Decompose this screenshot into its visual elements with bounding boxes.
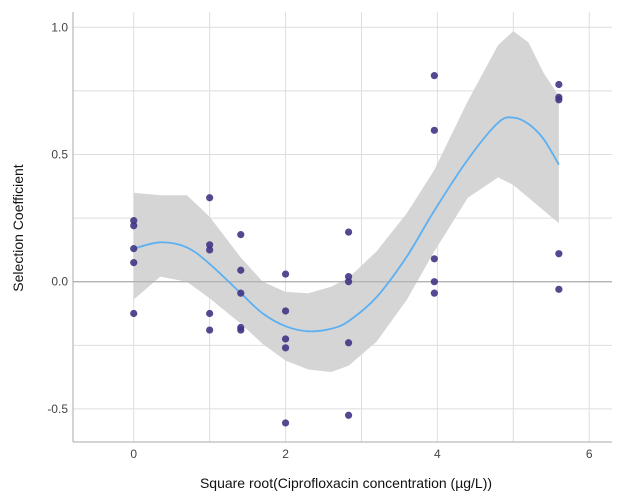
data-point [344, 339, 353, 347]
data-point [237, 326, 245, 334]
data-point [344, 411, 353, 419]
axes [72, 12, 612, 443]
data-point [555, 96, 563, 104]
data-point [206, 309, 214, 318]
y-tick-label: 1.0 [51, 20, 68, 34]
data-point [237, 289, 245, 297]
data-point [344, 273, 353, 281]
data-point [130, 217, 138, 225]
data-point [206, 326, 214, 334]
y-tick-label: -0.5 [47, 402, 68, 416]
x-axis-label: Square root(Ciprofloxacin concentration … [200, 475, 492, 491]
data-point [555, 250, 563, 258]
data-points [130, 72, 563, 427]
data-point [281, 270, 290, 278]
x-tick-label: 6 [586, 447, 593, 461]
y-axis-label: Selection Coefficient [10, 164, 26, 291]
data-point [281, 335, 290, 343]
data-point [206, 246, 214, 254]
data-point [281, 307, 290, 315]
trend-line [133, 116, 560, 333]
data-point [344, 228, 353, 236]
tick-labels: 0 2 4 6 -0.5 0.0 0.5 1.0 [47, 20, 593, 461]
data-point [206, 241, 214, 249]
data-point [130, 309, 138, 318]
data-point [555, 80, 563, 89]
data-point [237, 231, 245, 239]
data-point [430, 72, 438, 80]
data-point [206, 194, 214, 202]
data-point [344, 278, 353, 286]
data-point [430, 255, 438, 263]
data-point [281, 344, 290, 352]
data-point [130, 245, 138, 253]
x-tick-label: 4 [434, 447, 441, 461]
data-point [430, 126, 438, 134]
data-point [237, 266, 245, 274]
y-tick-label: 0.0 [51, 275, 68, 289]
data-point [130, 222, 138, 230]
confidence-band [133, 31, 559, 372]
confidence-band-group [133, 31, 559, 372]
x-tick-label: 2 [282, 447, 289, 461]
data-point [281, 419, 290, 427]
data-point [430, 289, 438, 297]
data-point [555, 285, 563, 293]
trend-line-group [133, 116, 560, 333]
x-tick-label: 0 [130, 447, 137, 461]
y-tick-label: 0.5 [51, 147, 68, 161]
data-point [130, 259, 138, 267]
data-point [430, 278, 438, 286]
